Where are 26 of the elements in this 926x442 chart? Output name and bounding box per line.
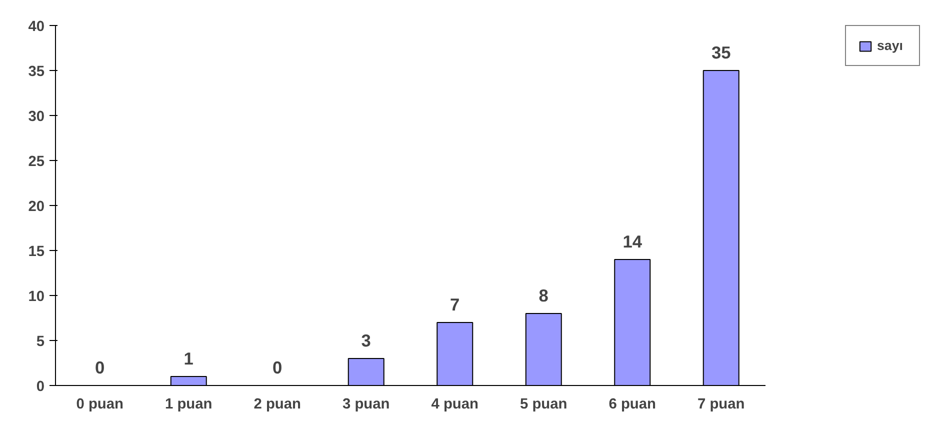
- y-tick-label: 20: [28, 199, 45, 215]
- y-tick-label: 0: [36, 379, 45, 395]
- y-tick-label: 30: [28, 109, 45, 125]
- x-tick-label: 2 puan: [254, 396, 302, 412]
- x-tick-label: 1 puan: [165, 396, 212, 412]
- data-label: 0: [95, 358, 105, 378]
- y-tick-label: 40: [28, 19, 45, 35]
- x-tick-label: 4 puan: [431, 396, 479, 412]
- x-tick-label: 7 puan: [698, 396, 745, 412]
- data-label: 14: [622, 232, 642, 252]
- y-tick-label: 5: [36, 334, 45, 350]
- legend-label: sayı: [877, 38, 904, 53]
- y-tick-label: 35: [28, 64, 45, 80]
- data-label: 0: [272, 358, 282, 378]
- x-tick-label: 0 puan: [76, 396, 124, 412]
- data-label: 8: [538, 286, 549, 306]
- data-label: 1: [184, 348, 194, 368]
- y-tick-label: 25: [28, 154, 45, 170]
- x-tick-label: 5 puan: [520, 396, 568, 412]
- y-tick-label: 15: [28, 244, 45, 260]
- data-label: 35: [711, 42, 732, 62]
- x-tick-label: 3 puan: [342, 396, 390, 412]
- data-label: 7: [450, 294, 460, 314]
- x-tick-label: 6 puan: [608, 396, 656, 412]
- data-label: 3: [361, 330, 372, 350]
- y-tick-label: 10: [28, 289, 45, 305]
